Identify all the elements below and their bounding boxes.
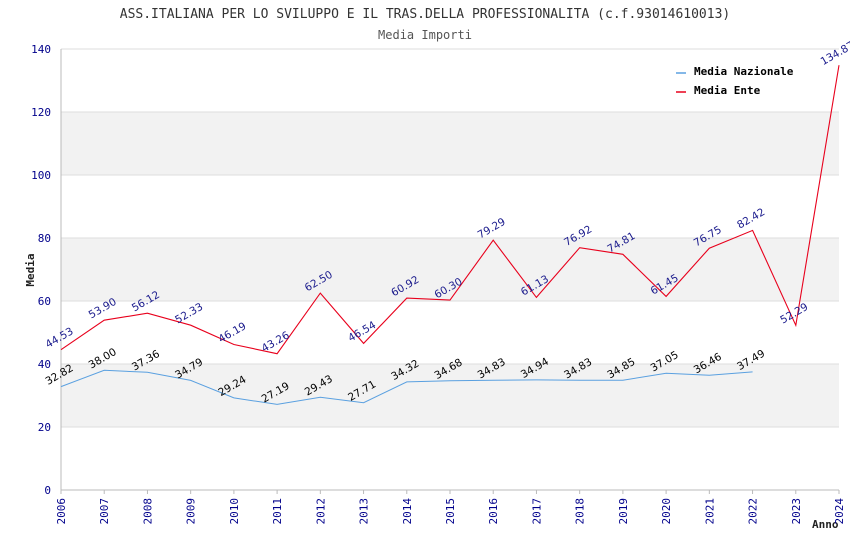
- x-tick-label: 2023: [790, 498, 803, 525]
- data-label-ente: 134.87: [819, 39, 850, 68]
- x-tick-label: 2019: [617, 498, 630, 525]
- y-tick-label: 120: [31, 106, 51, 119]
- y-tick-label: 60: [38, 295, 51, 308]
- data-label-ente: 46.19: [216, 320, 248, 345]
- data-label-ente: 82.42: [735, 206, 767, 231]
- x-tick-label: 2016: [487, 498, 500, 525]
- x-axis-label: Anno: [812, 518, 839, 531]
- series-line-media-nazionale: [60, 369, 753, 405]
- x-tick-label: 2021: [703, 498, 716, 525]
- x-tick-label: 2012: [314, 498, 327, 525]
- x-tick-label: 2009: [185, 498, 198, 525]
- data-label-ente: 44.53: [43, 325, 75, 350]
- x-tick-label: 2020: [660, 498, 673, 525]
- y-ticks: 0 20 40 60 80 100 120 140: [31, 43, 51, 497]
- grid-band: [61, 112, 839, 175]
- chart-subtitle: Media Importi: [378, 28, 472, 42]
- grid-band: [61, 364, 839, 427]
- x-tick-label: 2022: [747, 498, 760, 525]
- data-label-ente: 46.54: [346, 319, 378, 345]
- x-tick-label: 2014: [401, 498, 414, 525]
- x-tick-label: 2010: [228, 498, 241, 525]
- x-ticks: 2006 2007 2008 2009 2010 2011 2012 2013 2014 2015…: [55, 490, 846, 525]
- chart-title: ASS.ITALIANA PER LO SVILUPPO E IL TRAS.D…: [120, 7, 730, 22]
- x-tick-label: 2024: [833, 498, 846, 525]
- x-tick-label: 2013: [358, 498, 371, 525]
- x-tick-label: 2017: [530, 498, 543, 525]
- data-label-ente: 52.33: [173, 301, 205, 326]
- grid-lines: [61, 48, 839, 428]
- x-tick-label: 2006: [55, 498, 68, 525]
- y-tick-label: 0: [44, 484, 51, 497]
- y-tick-label: 100: [31, 169, 51, 182]
- legend-label-nazionale: Media Nazionale: [694, 65, 794, 78]
- y-tick-label: 40: [38, 358, 51, 371]
- y-tick-label: 140: [31, 43, 51, 56]
- legend: Media Nazionale Media Ente: [676, 65, 794, 97]
- legend-label-ente: Media Ente: [694, 84, 761, 97]
- data-label-ente: 43.26: [260, 329, 292, 355]
- y-tick-label: 20: [38, 421, 51, 434]
- series-line-media-ente: [60, 65, 840, 355]
- series-lines: [60, 65, 840, 405]
- y-axis-label: Media: [24, 253, 37, 286]
- x-tick-label: 2007: [98, 498, 111, 525]
- x-tick-label: 2011: [271, 498, 284, 525]
- x-tick-label: 2018: [574, 498, 587, 525]
- x-tick-label: 2015: [444, 498, 457, 525]
- y-tick-label: 80: [38, 232, 51, 245]
- x-tick-label: 2008: [141, 498, 154, 525]
